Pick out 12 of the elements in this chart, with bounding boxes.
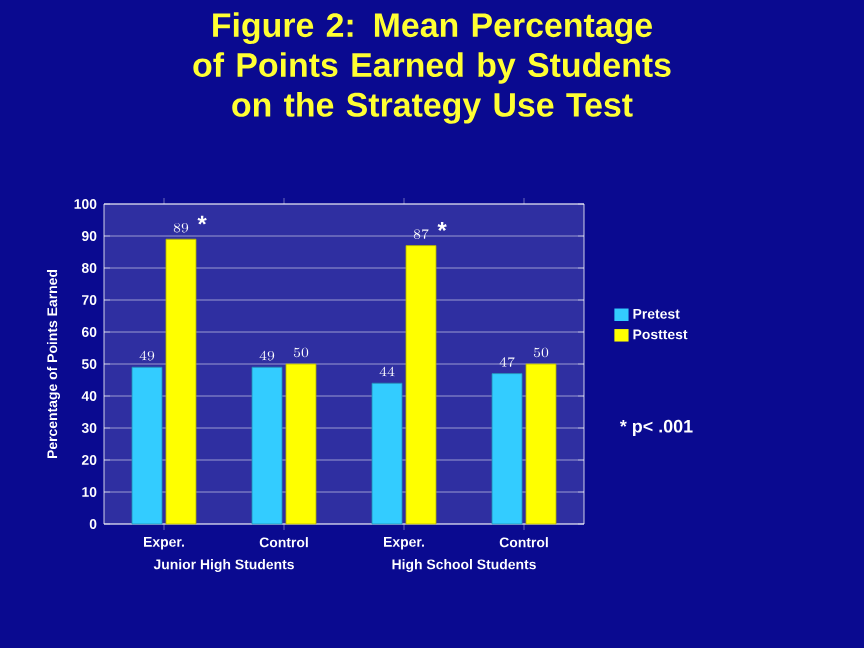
bar bbox=[131, 366, 163, 525]
bar bbox=[491, 373, 523, 525]
bar bbox=[405, 245, 437, 525]
bar bbox=[371, 382, 403, 525]
bar bbox=[251, 366, 283, 525]
bar bbox=[165, 238, 197, 525]
bar bbox=[525, 363, 557, 525]
text: * p< .001 bbox=[619, 419, 693, 437]
chart-title: Figure 2: Mean Percentage of Points Earned by Students on the Strategy Use Test bbox=[193, 12, 671, 124]
bar bbox=[285, 363, 317, 525]
annotation: * bbox=[437, 222, 447, 231]
annotation: * bbox=[197, 215, 207, 225]
